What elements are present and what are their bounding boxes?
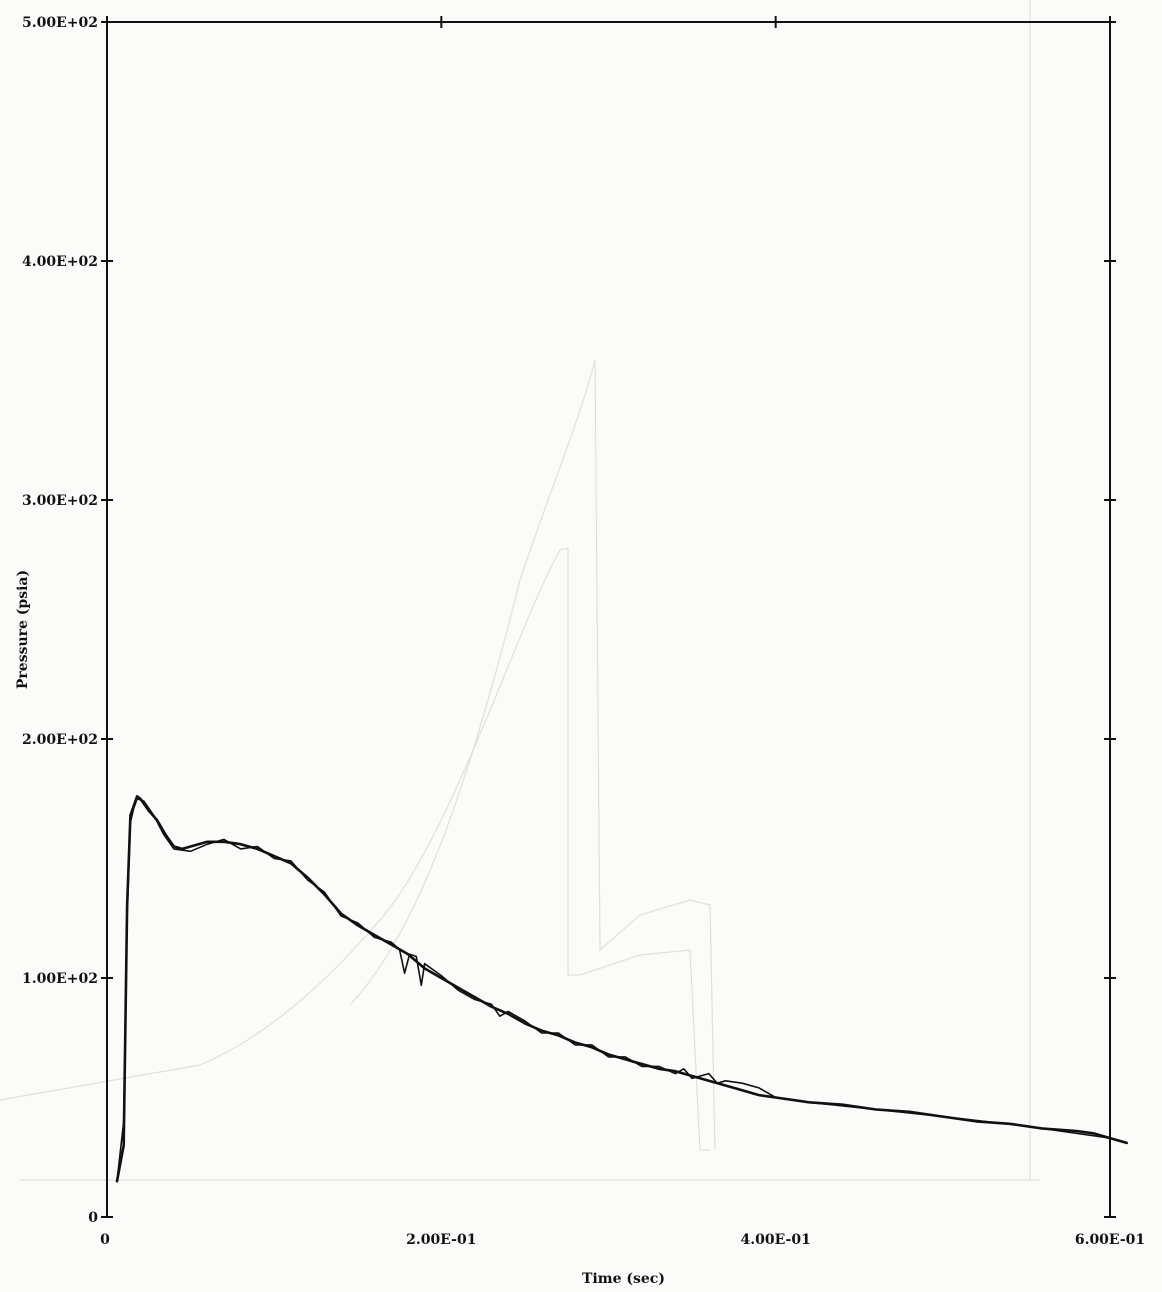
plot-frame xyxy=(106,21,1111,1217)
y-tick-label: 5.00E+02 xyxy=(22,15,98,31)
y-tick-label: 2.00E+02 xyxy=(22,732,98,748)
x-tick-label: 6.00E-01 xyxy=(1075,1232,1145,1248)
y-axis-title: Pressure (psia) xyxy=(15,570,31,689)
series-line-2 xyxy=(116,798,1128,1182)
x-tick-label: 0 xyxy=(100,1232,110,1248)
background-bleed-through xyxy=(0,0,1040,1181)
y-tick-label: 3.00E+02 xyxy=(22,493,98,509)
x-tick-label: 2.00E-01 xyxy=(406,1232,476,1248)
data-series xyxy=(115,795,1128,1183)
y-tick-label: 4.00E+02 xyxy=(22,254,98,270)
x-axis-title: Time (sec) xyxy=(582,1271,665,1287)
x-tick-label: 4.00E-01 xyxy=(741,1232,811,1248)
y-tick-label: 1.00E+02 xyxy=(22,971,98,987)
y-tick-label: 0 xyxy=(88,1210,98,1226)
x-axis-ticks: 0 2.00E-01 4.00E-01 6.00E-01 xyxy=(100,16,1145,1248)
y-axis-ticks: 0 1.00E+02 2.00E+02 3.00E+02 4.00E+02 5.00E+0… xyxy=(22,15,1116,1226)
